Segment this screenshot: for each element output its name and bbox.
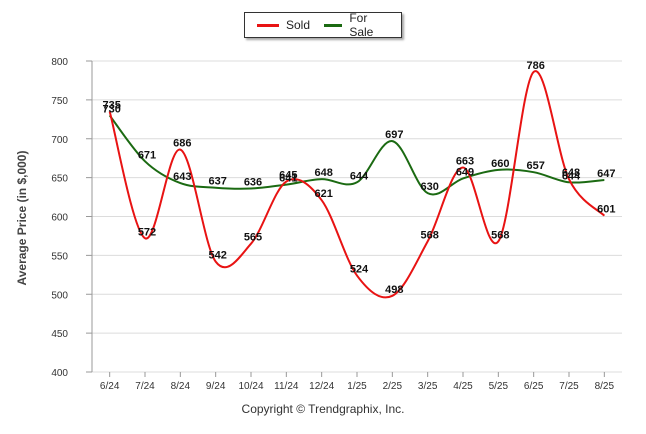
x-tick-label: 7/24 — [135, 381, 155, 392]
data-label-for-sale: 697 — [385, 129, 403, 141]
y-tick-label: 700 — [51, 135, 68, 146]
data-label-for-sale: 660 — [491, 158, 509, 170]
x-tick-label: 8/25 — [595, 381, 615, 392]
legend-label-sold: Sold — [286, 18, 311, 32]
data-label-for-sale: 636 — [244, 177, 262, 189]
x-tick-label: 7/25 — [559, 381, 579, 392]
y-tick-label: 550 — [51, 251, 68, 262]
x-tick-label: 1/25 — [347, 381, 367, 392]
data-label-sold: 498 — [385, 284, 403, 296]
data-label-for-sale: 649 — [456, 166, 474, 178]
data-label-sold: 648 — [562, 167, 580, 179]
data-label-for-sale: 643 — [173, 171, 191, 183]
x-tick-label: 6/24 — [100, 381, 120, 392]
data-label-for-sale: 648 — [314, 167, 332, 179]
x-tick-label: 12/24 — [309, 381, 334, 392]
legend-swatch-for-sale — [324, 23, 343, 27]
data-label-sold: 786 — [526, 60, 544, 72]
data-label-sold: 645 — [279, 170, 297, 182]
legend: Sold For Sale — [244, 11, 402, 39]
legend-swatch-sold — [257, 23, 279, 27]
grid — [91, 60, 622, 373]
y-tick-label: 750 — [51, 96, 68, 107]
y-tick-label: 600 — [51, 213, 68, 224]
x-tick-label: 3/25 — [418, 381, 438, 392]
data-label-sold: 686 — [173, 138, 191, 150]
data-label-sold: 601 — [597, 204, 615, 216]
x-tick-label: 4/25 — [453, 381, 473, 392]
data-label-for-sale: 671 — [138, 149, 156, 161]
data-label-for-sale: 657 — [526, 160, 544, 172]
data-label-sold: 621 — [314, 188, 332, 200]
data-label-for-sale: 644 — [350, 170, 369, 182]
data-label-for-sale: 644 — [562, 170, 581, 182]
data-label-sold: 542 — [208, 250, 226, 262]
data-label-sold: 572 — [138, 226, 156, 238]
data-label-sold: 568 — [491, 229, 509, 241]
data-label-sold: 524 — [350, 264, 369, 276]
data-label-sold: 565 — [244, 232, 262, 244]
y-tick-label: 500 — [51, 290, 68, 301]
legend-label-for-sale: For Sale — [349, 11, 374, 39]
data-label-sold: 735 — [102, 100, 120, 112]
series-line-for-sale — [108, 114, 605, 196]
data-labels: 735 572 686 542 565 645 621 524 498 568 663 568 786 6… — [102, 60, 615, 296]
legend-item-sold: Sold — [257, 18, 310, 32]
data-label-for-sale: 630 — [420, 181, 438, 193]
x-tick-label: 10/24 — [238, 381, 263, 392]
data-label-for-sale: 637 — [208, 176, 226, 188]
y-tick-label: 400 — [51, 368, 68, 379]
data-label-sold: 568 — [420, 229, 438, 241]
y-tick-label: 800 — [51, 57, 68, 68]
x-tick-label: 11/24 — [274, 381, 299, 392]
data-label-for-sale: 641 — [279, 173, 297, 185]
data-label-for-sale: 730 — [102, 103, 120, 115]
series-line-sold — [108, 70, 606, 299]
x-tick-label: 8/24 — [171, 381, 191, 392]
data-label-sold: 663 — [456, 156, 474, 168]
x-tick-label: 6/25 — [524, 381, 544, 392]
series-lines — [108, 70, 606, 299]
copyright-text: Copyright © Trendgraphix, Inc. — [241, 402, 405, 416]
y-axis-ticks: 400 450 500 550 600 650 700 750 800 — [51, 57, 92, 379]
y-axis-label: Average Price (in $,000) — [15, 150, 29, 286]
x-axis-ticks: 6/24 7/24 8/24 9/24 10/24 11/24 12/24 1/25 2/25 3… — [100, 372, 615, 392]
y-tick-label: 650 — [51, 174, 68, 185]
y-tick-label: 450 — [51, 329, 68, 340]
x-tick-label: 5/25 — [489, 381, 509, 392]
legend-item-for-sale: For Sale — [324, 11, 387, 39]
data-label-for-sale: 647 — [597, 168, 615, 180]
x-tick-label: 9/24 — [206, 381, 226, 392]
x-tick-label: 2/25 — [383, 381, 403, 392]
